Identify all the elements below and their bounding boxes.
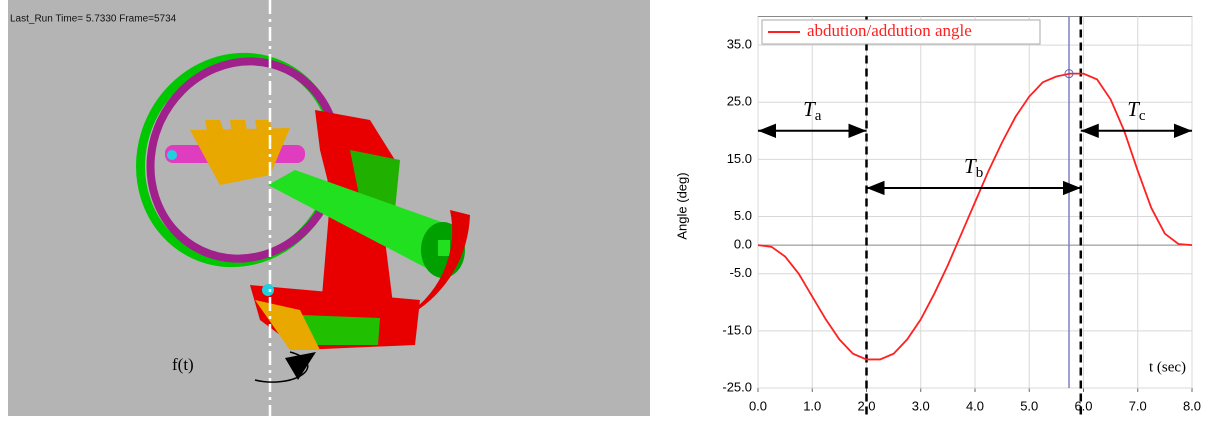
y-axis-label: Angle (deg): [674, 172, 689, 239]
x-tick-label: 3.0: [912, 398, 930, 413]
x-tick-label: 0.0: [749, 398, 767, 413]
x-tick-label: 7.0: [1129, 398, 1147, 413]
viewer: Last_Run Time= 5.7330 Frame=5734 f: [8, 0, 650, 416]
x-tick-label: 6.0: [1074, 398, 1092, 413]
x-tick-label: 1.0: [803, 398, 821, 413]
motion-label: f(t): [172, 355, 194, 374]
x-tick-label: 4.0: [966, 398, 984, 413]
x-axis-label: t (sec): [1149, 359, 1186, 375]
viewer-status: Last_Run Time= 5.7330 Frame=5734: [10, 14, 177, 25]
y-tick-label: 15.0: [727, 151, 752, 166]
y-tick-label: -5.0: [730, 265, 752, 280]
screenshot: Last_Run Time= 5.7330 Frame=5734 f: [0, 0, 1216, 416]
y-tick-label: 0.0: [734, 237, 752, 252]
y-tick-label: -25.0: [722, 379, 752, 394]
phase-sub: b: [976, 165, 984, 181]
phase-sub: c: [1139, 108, 1146, 124]
legend-label: abdution/addution angle: [807, 21, 972, 40]
phase-sub: a: [815, 108, 822, 124]
y-tick-label: 25.0: [727, 94, 752, 109]
y-tick-label: -15.0: [722, 322, 752, 337]
y-tick-label: 5.0: [734, 208, 752, 223]
y-tick-label: 35.0: [727, 37, 752, 52]
x-tick-label: 5.0: [1020, 398, 1038, 413]
x-tick-label: 8.0: [1183, 398, 1201, 413]
